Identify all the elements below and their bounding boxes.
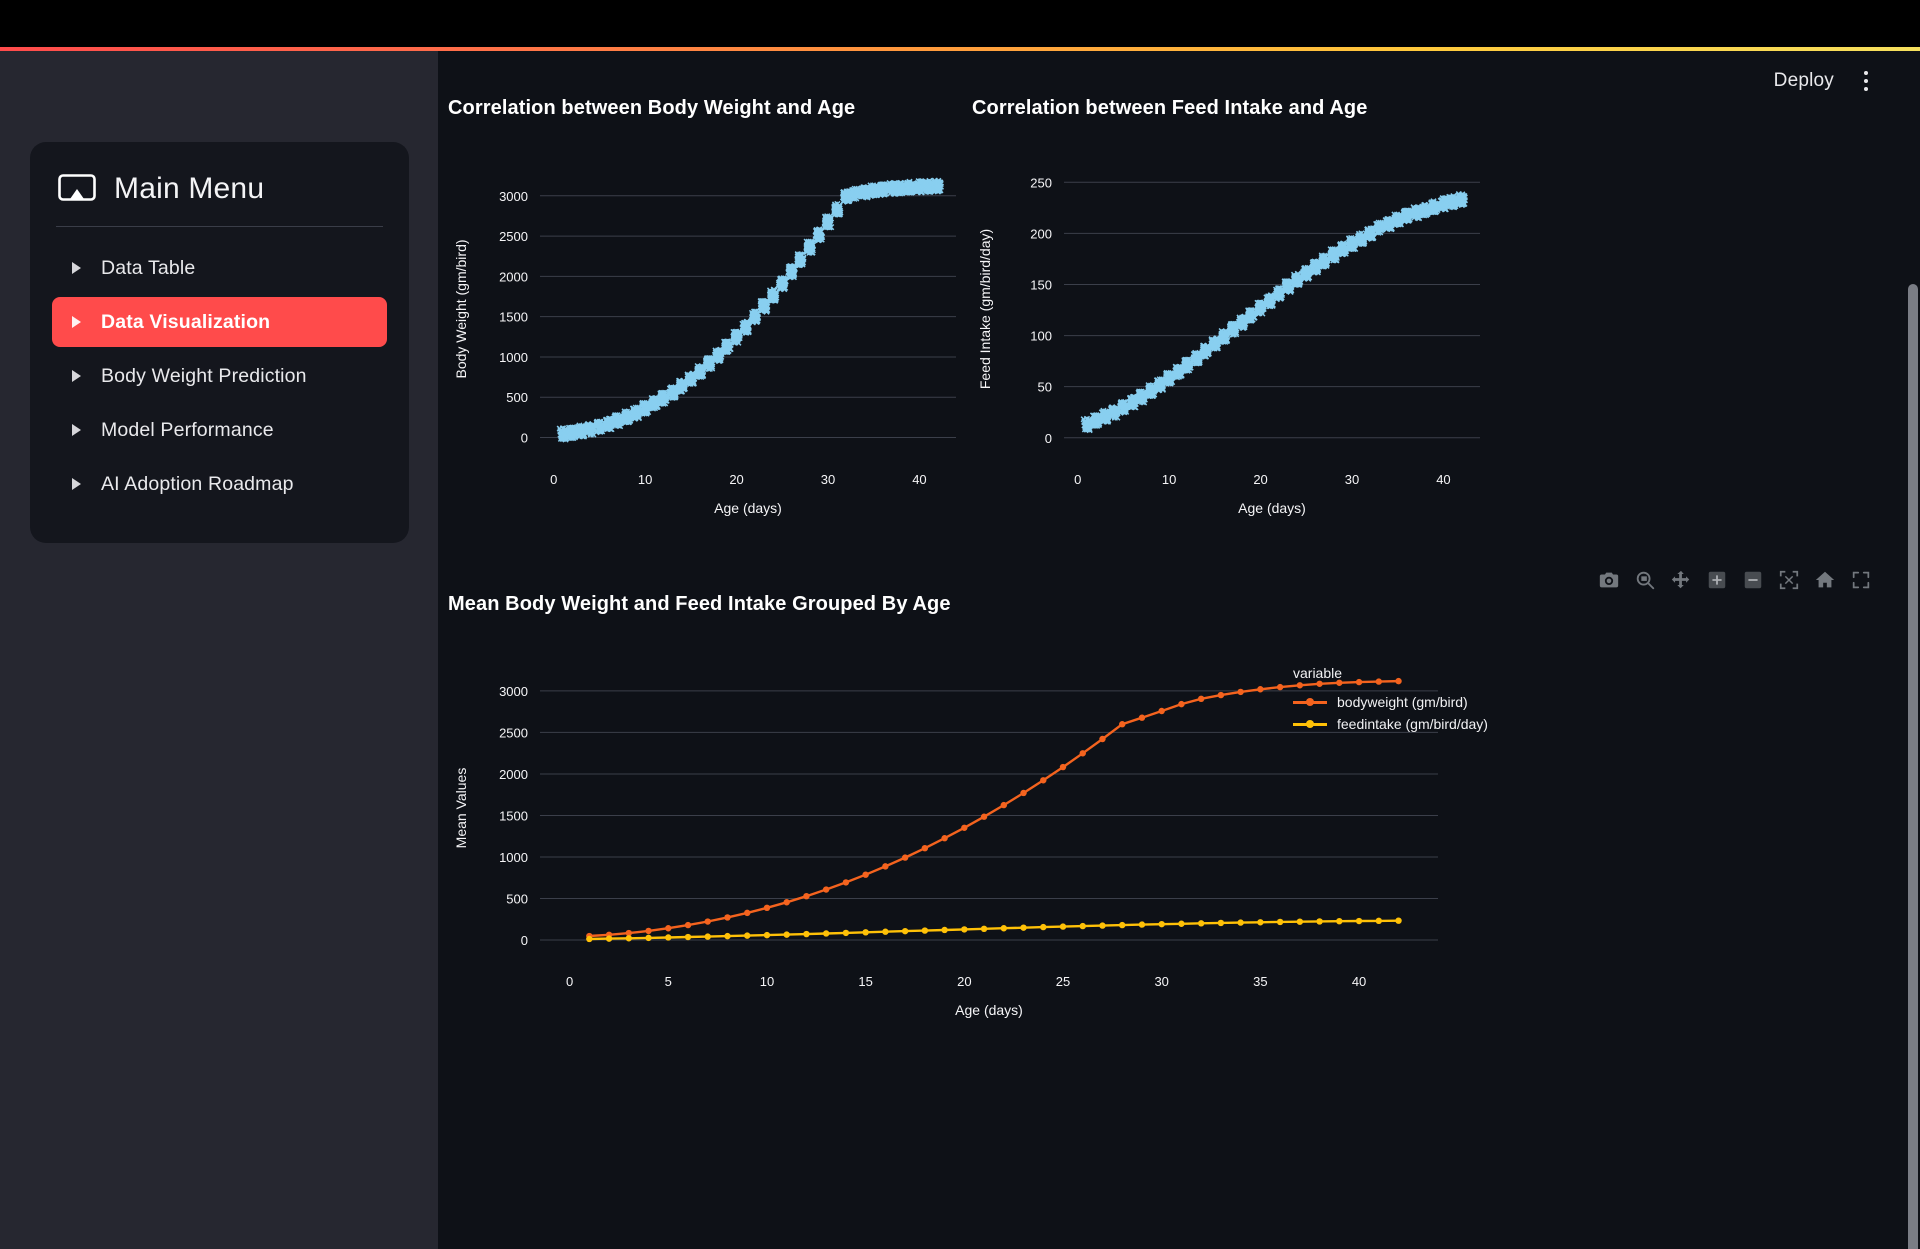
play-triangle-icon	[72, 262, 81, 274]
plot-area-bodyweight[interactable]: 0 500 1000 1500 2000 2500 3000 0 10 20 30 40 Age (da…	[448, 120, 978, 540]
cast-screen-icon	[58, 174, 96, 204]
sidebar-item-label: AI Adoption Roadmap	[101, 472, 294, 495]
svg-text:100: 100	[1030, 329, 1052, 344]
sidebar-item-data-table[interactable]: Data Table	[52, 243, 387, 293]
sidebar-item-label: Data Visualization	[101, 310, 271, 333]
sidebar-item-model-performance[interactable]: Model Performance	[52, 405, 387, 455]
svg-text:40: 40	[912, 472, 926, 487]
svg-text:20: 20	[1253, 472, 1267, 487]
sidebar-nav: Data Table Data Visualization Body Weight …	[52, 243, 387, 509]
svg-text:30: 30	[821, 472, 835, 487]
fullscreen-icon[interactable]	[1850, 569, 1872, 591]
sidebar: Main Menu Data Table Data Visualization Bo…	[0, 51, 438, 1249]
svg-text:2000: 2000	[499, 269, 528, 284]
svg-text:0: 0	[550, 472, 557, 487]
legend-swatch	[1293, 717, 1327, 731]
sidebar-item-label: Model Performance	[101, 418, 274, 441]
legend-item-bodyweight[interactable]: bodyweight (gm/bird)	[1293, 691, 1488, 713]
deploy-button[interactable]: Deploy	[1773, 70, 1834, 91]
svg-text:40: 40	[1436, 472, 1450, 487]
sidebar-item-label: Body Weight Prediction	[101, 364, 307, 387]
legend-swatch	[1293, 695, 1327, 709]
svg-text:0: 0	[1074, 472, 1081, 487]
svg-text:500: 500	[506, 390, 528, 405]
main-content: Deploy Correlation between Body Weight a…	[438, 51, 1920, 1249]
zoom-select-icon[interactable]	[1634, 569, 1656, 591]
main-menu-card: Main Menu Data Table Data Visualization Bo…	[30, 142, 409, 543]
legend-entries: bodyweight (gm/bird) feedintake (gm/bird/…	[1293, 691, 1488, 735]
sidebar-item-body-weight-prediction[interactable]: Body Weight Prediction	[52, 351, 387, 401]
svg-text:Age (days): Age (days)	[1238, 500, 1306, 516]
svg-text:200: 200	[1030, 226, 1052, 241]
svg-text:10: 10	[638, 472, 652, 487]
svg-text:20: 20	[729, 472, 743, 487]
svg-text:Feed Intake (gm/bird/day): Feed Intake (gm/bird/day)	[977, 229, 993, 389]
svg-text:1000: 1000	[499, 350, 528, 365]
svg-text:Age (days): Age (days)	[714, 500, 782, 516]
deploy-row: Deploy	[1774, 67, 1872, 95]
sidebar-item-label: Data Table	[101, 256, 196, 279]
svg-text:0: 0	[1045, 431, 1052, 446]
figure-feedintake-vs-age: Correlation between Feed Intake and Age …	[972, 97, 1502, 540]
plot-svg: 0 500 1000 1500 2000 2500 3000 0 10 20 30 40 Age (da…	[453, 177, 956, 516]
autoscale-icon[interactable]	[1778, 569, 1800, 591]
svg-text:3000: 3000	[499, 189, 528, 204]
svg-text:10: 10	[1162, 472, 1176, 487]
top-gradient-rule	[0, 47, 1920, 51]
top-bar	[0, 0, 1920, 47]
figure-mean-grouped-by-age: Mean Body Weight and Feed Intake Grouped…	[448, 593, 1488, 1046]
svg-text:30: 30	[1345, 472, 1359, 487]
camera-icon[interactable]	[1598, 569, 1620, 591]
plot-svg: 0 50 100 150 200 250 0 10 20 30 40 Age (days) Feed I…	[977, 175, 1480, 516]
plotly-modebar[interactable]	[1598, 569, 1872, 591]
scrollbar-thumb[interactable]	[1908, 284, 1918, 1249]
kebab-menu-icon[interactable]	[1860, 67, 1872, 95]
main-menu-title: Main Menu	[114, 172, 265, 205]
svg-text:50: 50	[1038, 380, 1052, 395]
legend-item-feedintake[interactable]: feedintake (gm/bird/day)	[1293, 713, 1488, 735]
pan-icon[interactable]	[1670, 569, 1692, 591]
menu-divider	[56, 226, 383, 227]
chart-title: Mean Body Weight and Feed Intake Grouped…	[448, 593, 951, 615]
reset-axes-icon[interactable]	[1814, 569, 1836, 591]
svg-text:0: 0	[521, 431, 528, 446]
figure-bodyweight-vs-age: Correlation between Body Weight and Age …	[448, 97, 978, 540]
chart-legend: variable bodyweight (gm/bird) feedintake …	[1293, 665, 1488, 735]
plot-area-mean-values[interactable]: 0 500 1000 1500 2000 2500 3000 0 5 10 15 20 25 30 35 40…	[448, 616, 1488, 1046]
play-triangle-icon	[72, 478, 81, 490]
legend-title: variable	[1293, 665, 1343, 681]
chart-title: Correlation between Feed Intake and Age	[972, 97, 1368, 119]
plot-area-feedintake[interactable]: 0 50 100 150 200 250 0 10 20 30 40 Age (days) Feed I…	[972, 120, 1502, 540]
zoom-in-icon[interactable]	[1706, 569, 1728, 591]
svg-text:250: 250	[1030, 175, 1052, 190]
sidebar-item-ai-adoption-roadmap[interactable]: AI Adoption Roadmap	[52, 459, 387, 509]
svg-text:2500: 2500	[499, 229, 528, 244]
play-triangle-icon	[72, 370, 81, 382]
play-triangle-icon	[72, 424, 81, 436]
scrollbar-track[interactable]	[1906, 51, 1920, 1249]
legend-label: bodyweight (gm/bird)	[1337, 694, 1468, 710]
chart-title: Correlation between Body Weight and Age	[448, 97, 856, 119]
zoom-out-icon[interactable]	[1742, 569, 1764, 591]
main-menu-header: Main Menu	[52, 166, 387, 206]
svg-text:1500: 1500	[499, 310, 528, 325]
legend-label: feedintake (gm/bird/day)	[1337, 716, 1488, 732]
svg-text:150: 150	[1030, 277, 1052, 292]
sidebar-item-data-visualization[interactable]: Data Visualization	[52, 297, 387, 347]
svg-text:Body Weight (gm/bird): Body Weight (gm/bird)	[453, 239, 469, 378]
play-triangle-icon	[72, 316, 81, 328]
